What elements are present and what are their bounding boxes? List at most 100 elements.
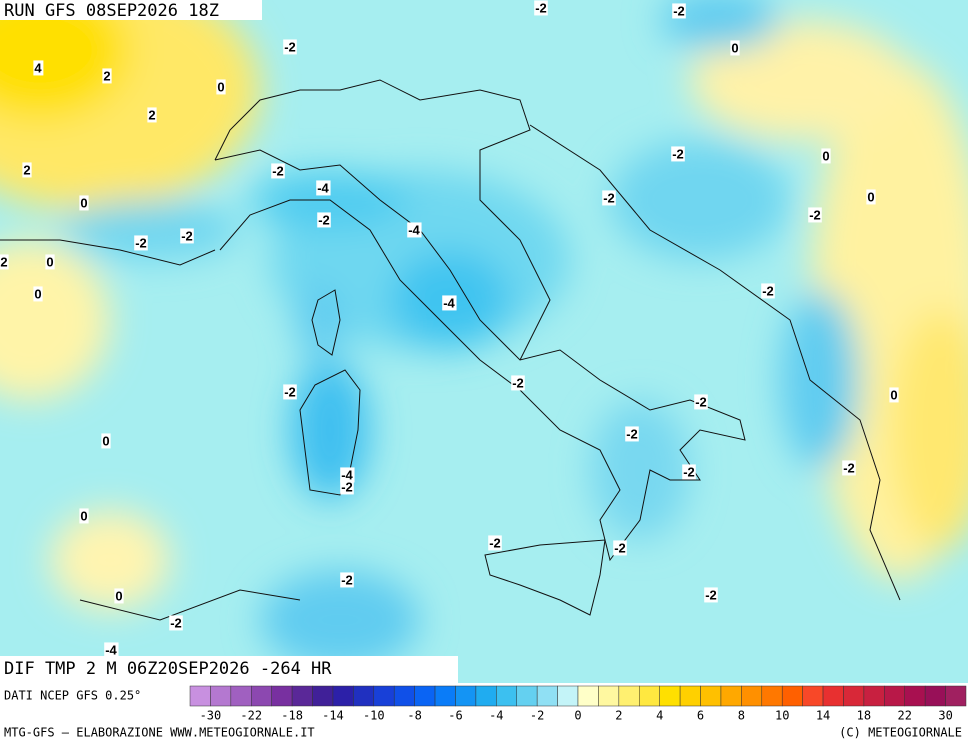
contour-label: -2 xyxy=(341,572,353,587)
color-bar: -30 -22 -18 -14 -10 -8 -6 -4 -2 0 2 4 6 8 10 14 18 22 30 xyxy=(189,685,967,723)
color-swatch xyxy=(475,685,497,707)
contour-label: -4 xyxy=(317,180,329,195)
label-bg xyxy=(104,642,119,658)
label-bg xyxy=(340,467,355,483)
legend-label: -22 xyxy=(240,709,262,723)
color-swatch xyxy=(843,685,865,707)
contour-label: 0 xyxy=(80,508,87,523)
contour-label: -2 xyxy=(272,163,284,178)
contour-label: -4 xyxy=(408,222,420,237)
contour-label: -4 xyxy=(443,295,455,310)
contour-label: -2 xyxy=(284,384,296,399)
color-swatch xyxy=(924,685,946,707)
color-swatch xyxy=(210,685,232,707)
contour-label: 2 xyxy=(0,254,7,269)
contour-label: -2 xyxy=(318,212,330,227)
contour-label: -2 xyxy=(603,190,615,205)
contour-label: -2 xyxy=(809,207,821,222)
label-bg xyxy=(694,394,708,410)
label-bg xyxy=(33,60,44,76)
contour-label: -4 xyxy=(105,642,117,657)
contour-label: 0 xyxy=(102,433,109,448)
contour-label: -2 xyxy=(843,460,855,475)
legend-label: 14 xyxy=(816,709,830,723)
contour-label: -2 xyxy=(535,0,547,15)
color-swatch xyxy=(271,685,293,707)
label-bg xyxy=(180,228,194,244)
contour-label: 0 xyxy=(731,40,738,55)
contour-label: 0 xyxy=(46,254,53,269)
label-bg xyxy=(866,189,876,205)
color-swatch xyxy=(802,685,824,707)
label-bg xyxy=(102,68,112,84)
contour-label: -2 xyxy=(512,375,524,390)
color-swatch xyxy=(291,685,313,707)
contour-label: 0 xyxy=(822,148,829,163)
contour-label: 2 xyxy=(148,107,155,122)
legend-label: 18 xyxy=(857,709,871,723)
legend-label: 4 xyxy=(656,709,663,723)
label-bg xyxy=(147,107,157,123)
legend-label: -2 xyxy=(530,709,544,723)
contour-label: 4 xyxy=(34,60,42,75)
field-box xyxy=(0,656,458,683)
legend-label: 8 xyxy=(738,709,745,723)
label-bg xyxy=(79,508,89,524)
color-swatch xyxy=(598,685,620,707)
label-bg xyxy=(821,148,831,164)
contour-label: -2 xyxy=(614,540,626,555)
label-bg xyxy=(316,180,331,196)
color-swatch xyxy=(618,685,640,707)
legend-label: -10 xyxy=(363,709,385,723)
contour-label: -2 xyxy=(705,587,717,602)
color-swatch xyxy=(781,685,803,707)
source-label: DATI NCEP GFS 0.25° xyxy=(4,689,141,703)
label-bg xyxy=(45,254,55,270)
legend-label: -4 xyxy=(489,709,503,723)
color-swatch xyxy=(189,685,211,707)
footer-left: MTG-GFS — ELABORAZIONE WWW.METEOGIORNALE… xyxy=(4,726,315,740)
legend-label: 6 xyxy=(697,709,704,723)
color-swatch xyxy=(353,685,375,707)
color-swatch xyxy=(251,685,272,707)
color-swatch xyxy=(639,685,660,707)
label-bg xyxy=(134,235,148,251)
label-bg xyxy=(730,40,740,56)
color-swatch xyxy=(312,685,334,707)
contour-label: -2 xyxy=(170,615,182,630)
label-bg xyxy=(704,587,718,603)
color-swatch xyxy=(577,685,599,707)
contour-label: 0 xyxy=(890,387,897,402)
label-bg xyxy=(0,254,9,270)
label-bg xyxy=(101,433,111,449)
contour-label: 0 xyxy=(115,588,122,603)
legend-label: -6 xyxy=(448,709,462,723)
legend-label: -18 xyxy=(281,709,303,723)
color-swatch xyxy=(904,685,926,707)
label-bg xyxy=(169,615,183,631)
color-swatch xyxy=(741,685,763,707)
field-label: DIF TMP 2 M 06Z20SEP2026 -264 HR xyxy=(4,659,332,679)
color-swatch xyxy=(414,685,436,707)
color-swatch xyxy=(884,685,905,707)
label-bg xyxy=(407,222,422,238)
color-swatch xyxy=(230,685,252,707)
label-bg xyxy=(283,39,297,55)
label-bg xyxy=(602,190,616,206)
legend-label: 22 xyxy=(898,709,912,723)
label-bg xyxy=(340,572,354,588)
legend-label: -30 xyxy=(200,709,222,723)
color-swatch xyxy=(761,685,783,707)
label-bg xyxy=(22,162,32,178)
label-bg xyxy=(672,3,686,19)
color-swatch xyxy=(945,685,967,707)
legend-label: -8 xyxy=(407,709,421,723)
contour-label: 0 xyxy=(34,286,41,301)
footer-right: (C) METEOGIORNALE xyxy=(839,726,962,740)
contour-label: -2 xyxy=(762,283,774,298)
contour-label: -2 xyxy=(341,479,353,494)
label-bg xyxy=(613,540,627,556)
label-bg xyxy=(534,0,548,16)
color-swatch xyxy=(557,685,579,707)
